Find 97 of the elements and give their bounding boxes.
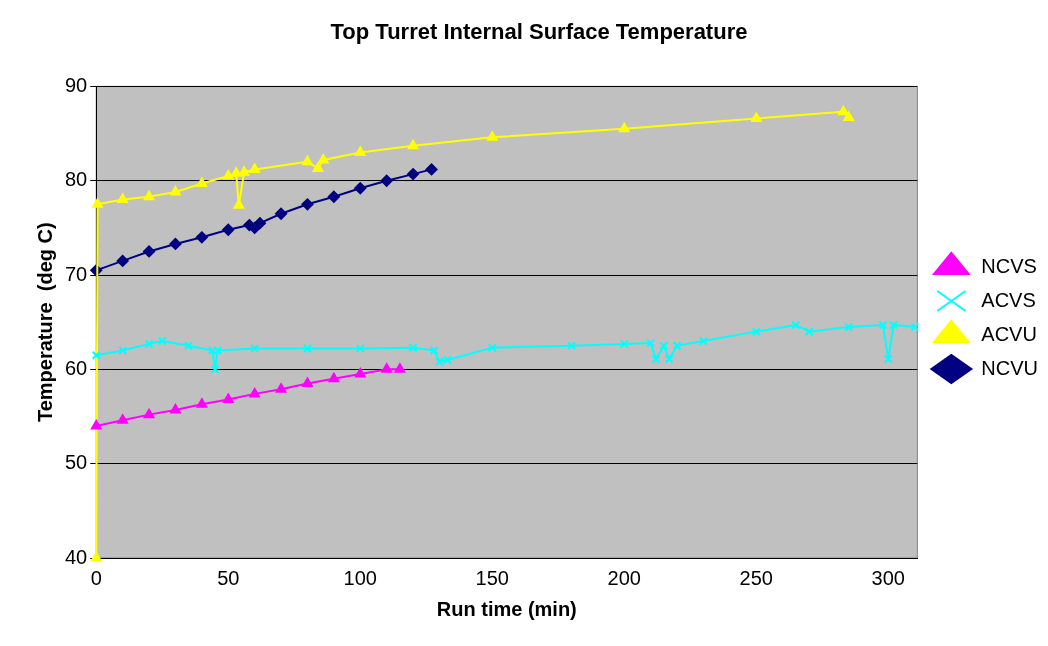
point: [301, 198, 314, 211]
point: [302, 377, 313, 388]
point: [118, 345, 128, 356]
y-tick-label: 60: [65, 356, 88, 379]
point: [116, 254, 129, 267]
x-tick-label: 300: [871, 566, 905, 589]
point: [429, 345, 439, 356]
chart-title: Top Turret Internal Surface Temperature: [330, 19, 748, 45]
point: [302, 344, 312, 354]
point: [222, 170, 234, 180]
point: [838, 105, 849, 116]
point: [196, 398, 208, 408]
point: [354, 368, 366, 378]
point: [90, 419, 102, 430]
point: [889, 320, 899, 330]
point: [169, 237, 182, 250]
point: [117, 193, 128, 204]
y-tick-label: 90: [65, 73, 88, 96]
point: [750, 112, 762, 122]
point: [250, 344, 260, 354]
point: [317, 153, 329, 164]
x-tick-label: 250: [739, 566, 773, 589]
y-tick-label: 50: [65, 451, 88, 474]
point: [381, 363, 392, 373]
point: [407, 168, 420, 181]
point: [328, 372, 340, 383]
point: [804, 327, 814, 337]
point: [170, 186, 181, 196]
point: [434, 357, 444, 367]
point: [425, 163, 438, 176]
point: [249, 163, 260, 173]
point: [843, 111, 855, 122]
point: [751, 327, 761, 337]
point: [233, 199, 245, 209]
point: [222, 223, 235, 236]
point: [196, 177, 208, 188]
point: [646, 338, 656, 348]
legend-label: ACVU: [981, 322, 1037, 345]
point: [407, 139, 419, 150]
point: [664, 354, 674, 364]
point: [249, 387, 260, 398]
point: [791, 320, 801, 330]
y-tick-label: 40: [65, 545, 88, 568]
point: [90, 552, 102, 562]
point: [91, 350, 101, 360]
point: [844, 322, 854, 332]
point: [878, 320, 888, 330]
point: [170, 403, 181, 414]
point: [380, 174, 393, 187]
point: [222, 393, 234, 404]
point: [302, 155, 313, 166]
x-tick-label: 0: [90, 566, 102, 589]
point: [619, 339, 629, 349]
point: [184, 341, 194, 351]
legend-label: NCVS: [981, 254, 1037, 277]
x-tick-label: 150: [475, 566, 509, 589]
point: [442, 355, 452, 365]
point: [910, 322, 920, 332]
y-tick-label: 70: [65, 262, 88, 285]
point: [354, 146, 366, 156]
point: [143, 408, 155, 419]
point: [408, 343, 418, 353]
point: [157, 336, 167, 346]
point: [327, 190, 340, 203]
y-axis-title: Temperature (deg C): [33, 222, 56, 423]
point: [651, 354, 661, 364]
point: [487, 343, 497, 353]
y-tick-label: 80: [65, 168, 88, 191]
x-tick-label: 200: [607, 566, 641, 589]
point: [618, 122, 630, 133]
point: [143, 190, 155, 201]
point: [883, 354, 893, 364]
point: [92, 198, 103, 208]
point: [275, 207, 288, 220]
x-tick-label: 50: [217, 566, 240, 589]
point: [659, 341, 669, 351]
point: [486, 131, 498, 141]
point: [394, 363, 406, 373]
x-axis-title: Run time (min): [436, 597, 577, 620]
point: [354, 182, 367, 195]
point: [698, 336, 709, 346]
point: [312, 162, 324, 172]
point: [230, 167, 242, 177]
point: [144, 339, 154, 349]
point: [672, 341, 682, 351]
point: [207, 345, 217, 356]
point: [195, 231, 208, 244]
point: [213, 345, 223, 356]
x-tick-label: 100: [343, 566, 377, 589]
point: [143, 245, 156, 258]
point: [566, 341, 577, 351]
point: [210, 364, 220, 374]
point: [275, 383, 287, 393]
legend-label: NCVU: [981, 356, 1038, 379]
point: [117, 414, 128, 424]
legend-label: ACVS: [981, 288, 1036, 311]
point: [355, 344, 365, 354]
